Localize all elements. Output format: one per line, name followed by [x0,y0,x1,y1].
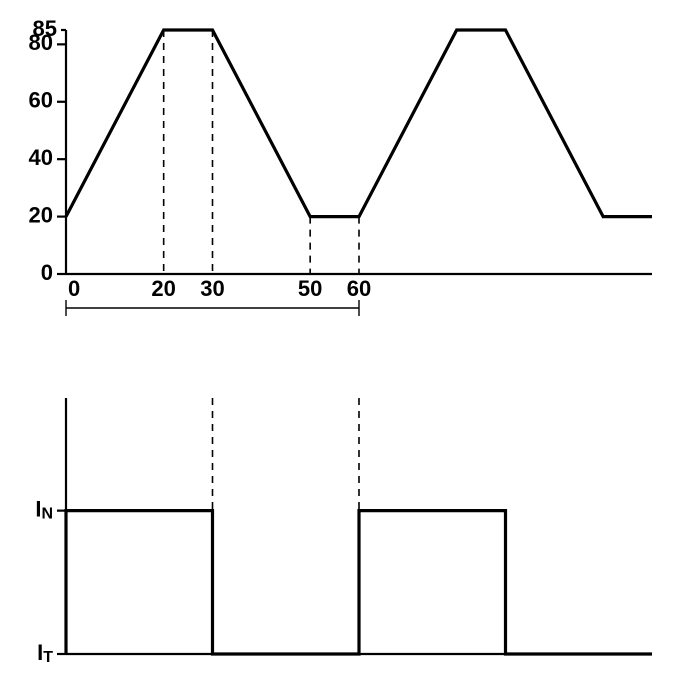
y-tick-label: 20 [29,202,53,227]
y-tick-label: 0 [41,260,53,285]
x-tick-label: 60 [347,276,371,301]
series-line [66,30,652,217]
y-tick-label: IN [35,496,53,522]
y-tick-label: IT [37,640,53,666]
x-tick-label: 50 [298,276,322,301]
y-tick-label: 40 [29,145,53,170]
series-line [66,511,652,654]
bottom-chart: IN IT [35,398,652,666]
top-chart: 02040608085020305060 [29,16,652,316]
x-tick-label: 20 [151,276,175,301]
x-tick-label: 0 [68,276,80,301]
y-tick-label: 85 [33,16,57,41]
x-tick-label: 30 [200,276,224,301]
y-tick-label: 60 [29,88,53,113]
